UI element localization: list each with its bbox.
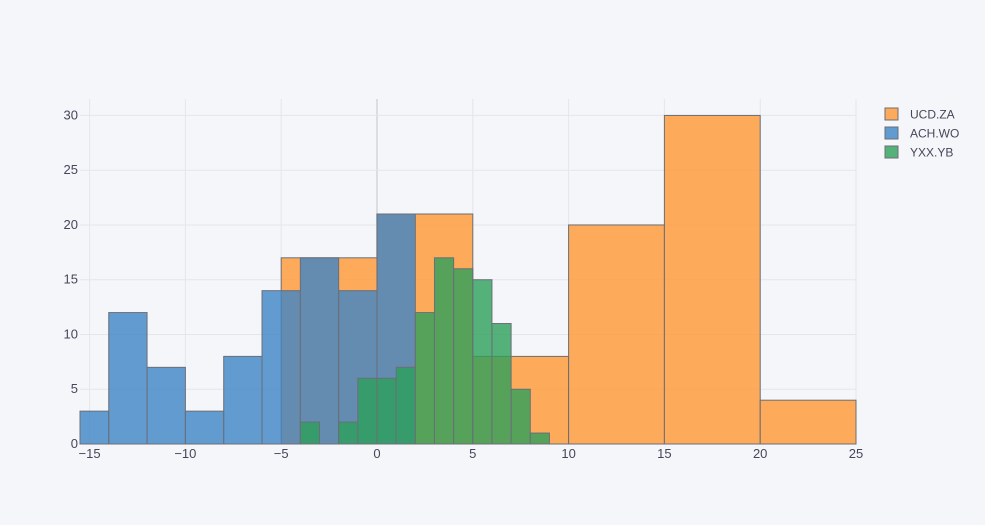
histogram-bar[interactable] xyxy=(491,323,512,445)
histogram-bar[interactable] xyxy=(223,355,263,445)
histogram-bar[interactable] xyxy=(414,312,435,445)
legend-label: ACH.WO xyxy=(910,127,959,141)
histogram-bar[interactable] xyxy=(568,224,665,445)
histogram-bar[interactable] xyxy=(299,257,340,445)
x-tick-label: 5 xyxy=(469,446,476,461)
histogram-bar[interactable] xyxy=(453,268,474,445)
histogram-bar[interactable] xyxy=(433,257,455,445)
legend-item-yxx-yb[interactable]: YXX.YB xyxy=(884,145,953,160)
legend[interactable]: UCD.ZA ACH.WO YXX.YB xyxy=(884,107,959,160)
legend-swatch xyxy=(884,126,899,140)
y-tick-label: 30 xyxy=(64,107,78,122)
x-tick-label: 0 xyxy=(373,446,380,461)
y-tick-label: 5 xyxy=(71,381,78,396)
x-tick-label: 25 xyxy=(849,446,863,461)
legend-item-ucd-za[interactable]: UCD.ZA xyxy=(884,107,955,122)
y-axis-ticks: 0 5 10 15 20 25 30 xyxy=(64,107,78,451)
x-tick-label: −10 xyxy=(174,446,196,461)
histogram-bar[interactable] xyxy=(338,421,359,445)
histogram-bar[interactable] xyxy=(108,312,148,445)
histogram-bar[interactable] xyxy=(529,432,550,445)
x-tick-label: 15 xyxy=(657,446,671,461)
series-ach-wo xyxy=(79,213,416,445)
histogram-bar[interactable] xyxy=(663,114,761,445)
x-tick-label: −5 xyxy=(274,446,289,461)
y-tick-label: 15 xyxy=(64,272,78,287)
legend-label: YXX.YB xyxy=(910,146,953,160)
series-yxx-yb xyxy=(299,257,550,445)
legend-label: UCD.ZA xyxy=(910,108,955,122)
legend-swatch xyxy=(884,145,899,159)
x-axis-ticks: −15 −10 −5 0 5 10 15 20 25 xyxy=(79,446,864,461)
legend-item-ach-wo[interactable]: ACH.WO xyxy=(884,126,959,141)
histogram-bar[interactable] xyxy=(510,388,531,445)
x-tick-label: 20 xyxy=(753,446,767,461)
histogram-bar[interactable] xyxy=(79,410,110,445)
x-tick-label: 10 xyxy=(561,446,575,461)
histogram-bar[interactable] xyxy=(357,377,378,445)
histogram-bar[interactable] xyxy=(299,421,321,445)
y-tick-label: 20 xyxy=(64,217,78,232)
histogram-bar[interactable] xyxy=(472,279,493,445)
histogram-bar[interactable] xyxy=(395,366,416,445)
x-tick-label: −15 xyxy=(79,446,101,461)
histogram-bar[interactable] xyxy=(261,290,301,445)
histogram-bar[interactable] xyxy=(376,377,397,445)
y-tick-label: 0 xyxy=(71,436,78,451)
histogram-bar[interactable] xyxy=(759,399,857,445)
histogram-bar[interactable] xyxy=(146,366,186,445)
y-tick-label: 10 xyxy=(64,326,78,341)
legend-swatch xyxy=(884,107,899,121)
histogram-bar[interactable] xyxy=(184,410,225,445)
y-tick-label: 25 xyxy=(64,162,78,177)
histogram-bars xyxy=(79,114,857,445)
